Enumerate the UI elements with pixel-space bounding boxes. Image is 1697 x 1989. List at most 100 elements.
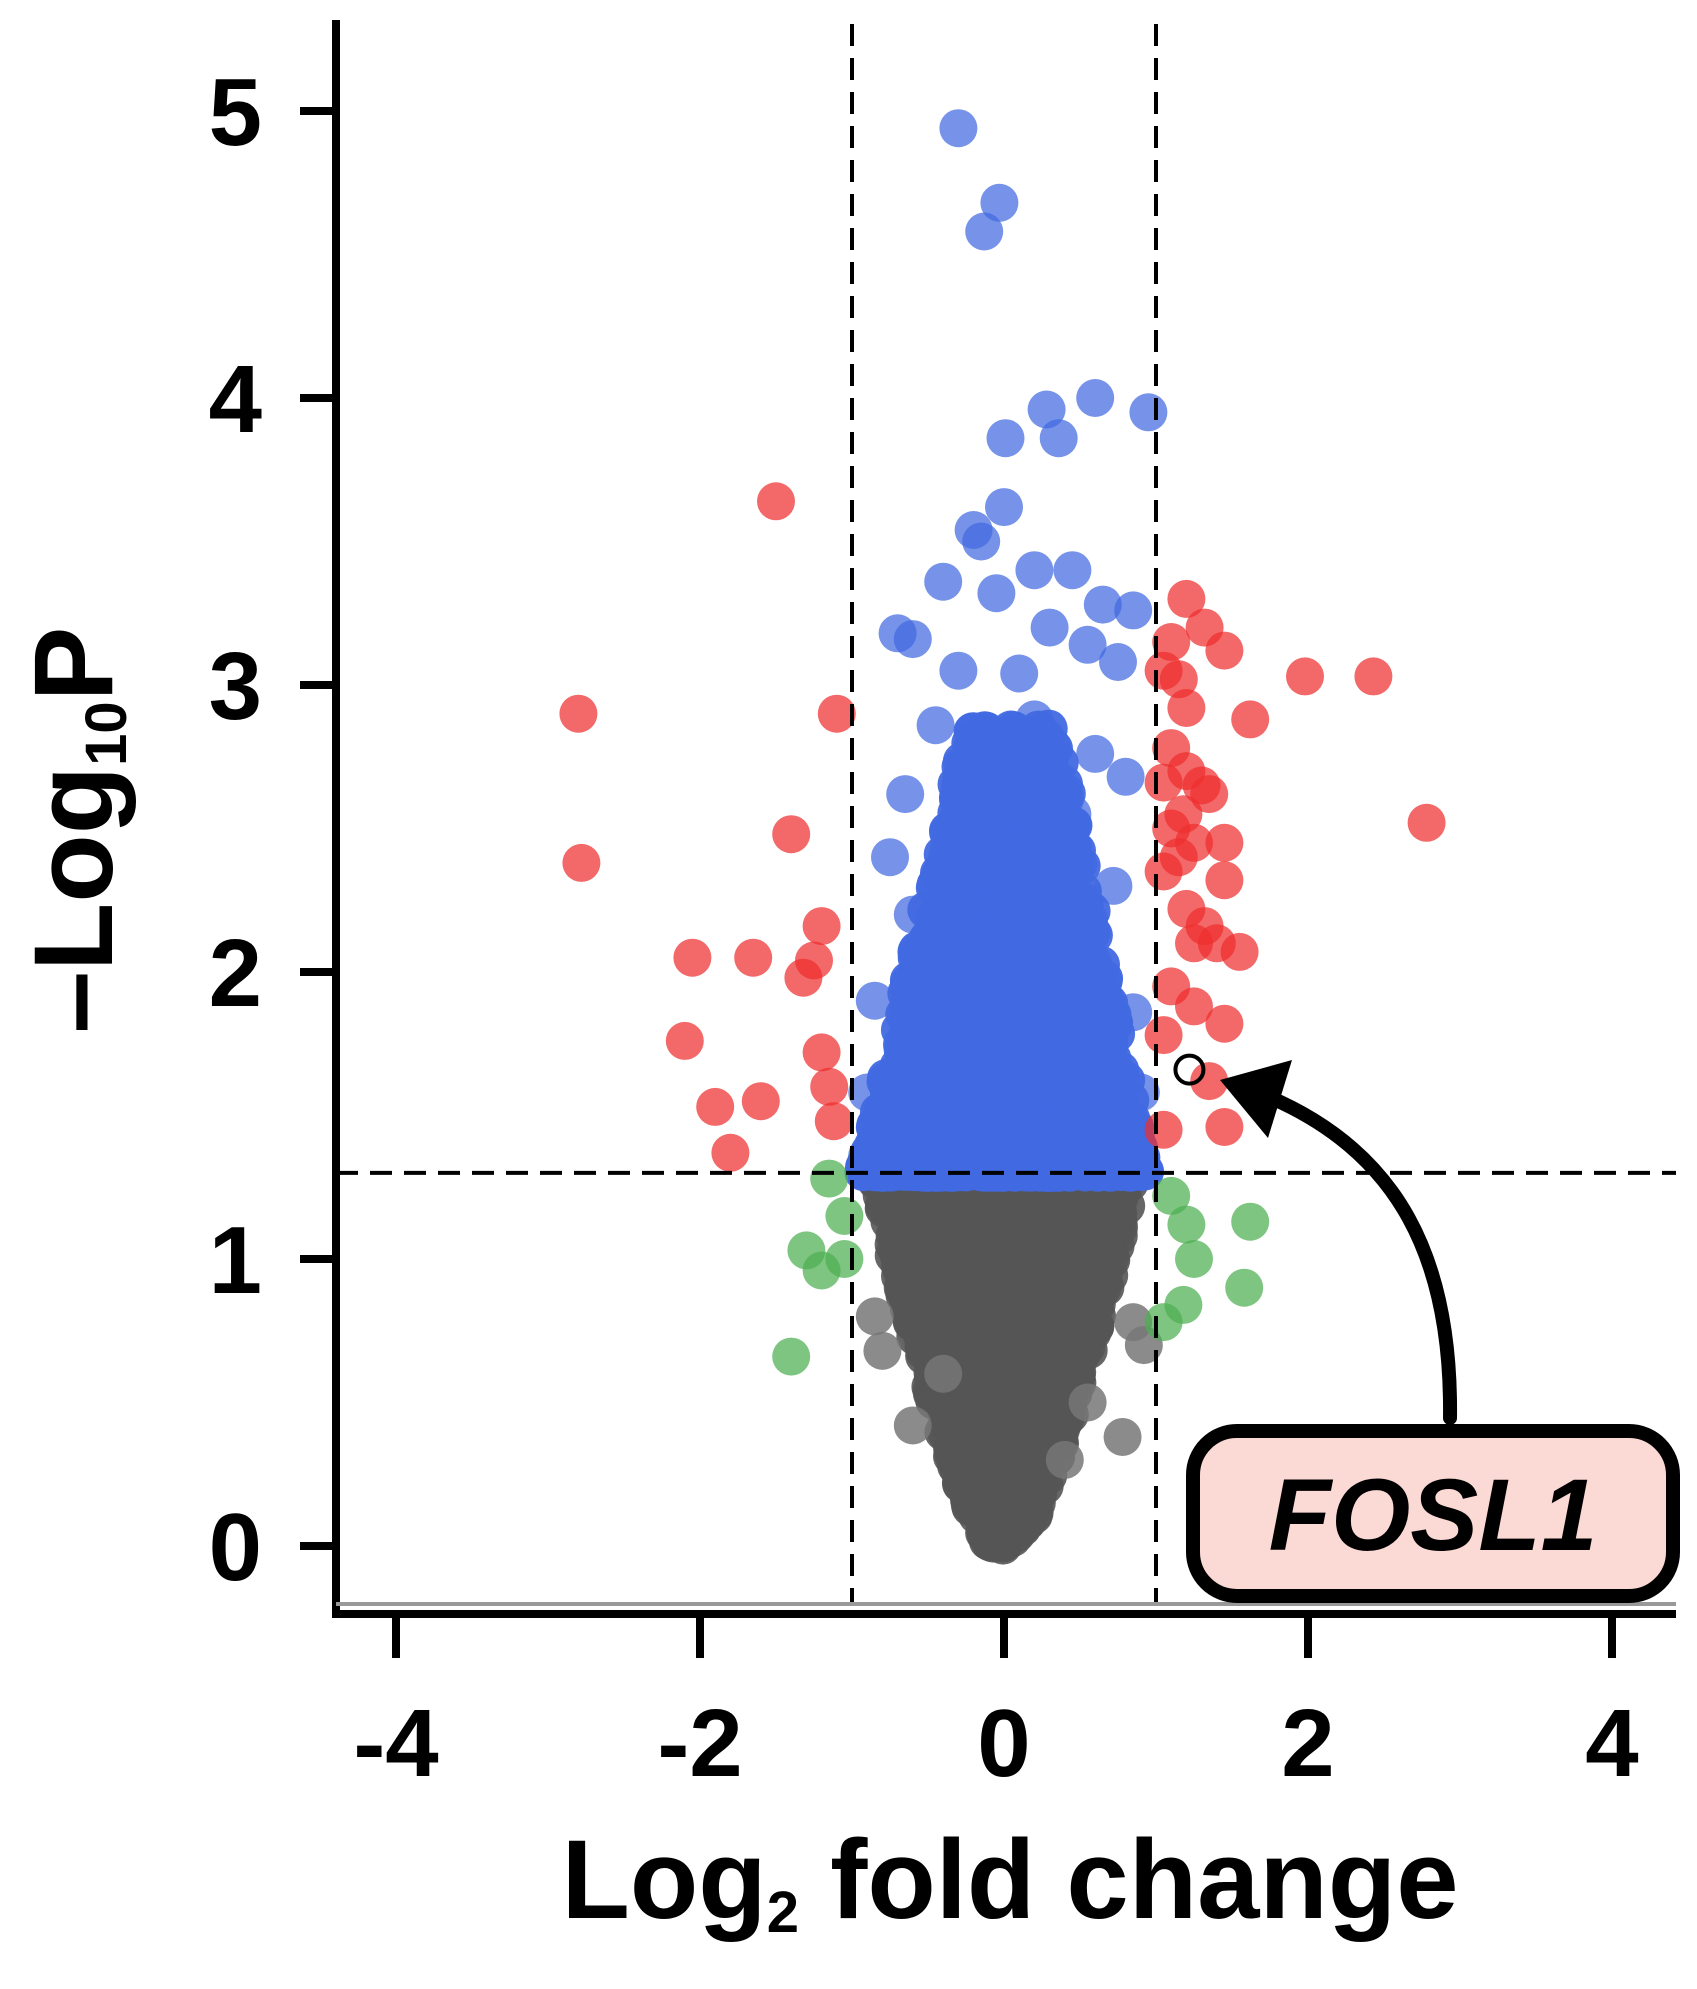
- p-and-fc-significant-point: [673, 938, 712, 977]
- y-tick-label: 2: [209, 920, 262, 1027]
- p-significant-point: [932, 982, 971, 1021]
- p-and-fc-significant-point: [784, 958, 823, 997]
- y-axis-title: –Log10P: [11, 627, 139, 1034]
- p-significant-point: [909, 1024, 947, 1063]
- p-significant-point: [980, 183, 1019, 222]
- ns-point: [1076, 1251, 1115, 1290]
- p-significant-point: [1053, 551, 1092, 590]
- p-and-fc-significant-point: [814, 1102, 853, 1141]
- p-significant-point: [1030, 1039, 1069, 1078]
- p-significant-point: [901, 947, 940, 986]
- p-significant-point: [1010, 781, 1049, 820]
- ns-point: [893, 1406, 932, 1445]
- ns-point: [1017, 1199, 1056, 1238]
- fc-significant-point: [1225, 1268, 1264, 1307]
- p-and-fc-significant-point: [741, 1082, 780, 1121]
- p-significant-point: [965, 212, 1004, 251]
- p-and-fc-significant-point: [1144, 852, 1183, 891]
- ns-point: [1017, 1458, 1056, 1497]
- p-significant-point: [986, 419, 1025, 458]
- ns-point: [1048, 1268, 1087, 1307]
- p-and-fc-significant-point: [696, 1087, 735, 1126]
- fc-significant-point: [825, 1197, 864, 1235]
- p-significant-point: [1076, 996, 1115, 1034]
- p-significant-point: [929, 830, 968, 869]
- p-and-fc-significant-point: [1220, 932, 1259, 971]
- p-significant-point: [1129, 393, 1168, 432]
- ns-point: [999, 1347, 1038, 1386]
- p-significant-point: [855, 981, 894, 1020]
- fc-significant-point: [1175, 1240, 1213, 1278]
- ns-point: [863, 1331, 902, 1370]
- p-significant-point: [1030, 608, 1069, 647]
- data-points: [559, 109, 1446, 1376]
- x-tick-label: -4: [353, 1690, 438, 1797]
- p-and-fc-significant-point: [1205, 823, 1244, 862]
- p-significant-point: [894, 991, 933, 1030]
- ns-point: [931, 1203, 970, 1241]
- p-significant-point: [1063, 872, 1102, 911]
- p-and-fc-significant-point: [1286, 657, 1324, 696]
- p-and-fc-significant-point: [711, 1133, 750, 1172]
- p-significant-point: [939, 651, 978, 690]
- ns-point: [982, 1520, 1021, 1558]
- ns-point: [855, 1297, 894, 1336]
- p-and-fc-significant-point: [1144, 763, 1183, 802]
- p-significant-point: [969, 938, 1008, 977]
- p-and-fc-significant-point: [1144, 1016, 1183, 1055]
- p-and-fc-significant-point: [1167, 689, 1206, 727]
- ns-point: [1068, 1383, 1107, 1422]
- p-significant-point: [893, 895, 932, 934]
- p-significant-point: [954, 752, 993, 791]
- p-significant-point: [1076, 734, 1115, 773]
- p-and-fc-significant-point: [1190, 775, 1229, 814]
- y-tick-label: 4: [209, 346, 262, 453]
- p-significant-point: [1061, 924, 1099, 963]
- ns-point: [1000, 1422, 1039, 1461]
- p-significant-point: [939, 1067, 978, 1106]
- ns-point: [891, 1264, 930, 1303]
- p-and-fc-significant-point: [559, 694, 598, 733]
- y-tick-label: 5: [209, 59, 262, 166]
- fc-significant-point: [1167, 1205, 1206, 1244]
- y-tick-label: 0: [209, 1494, 262, 1601]
- p-significant-point: [1099, 643, 1137, 681]
- ns-point: [900, 1220, 939, 1259]
- p-significant-point: [886, 775, 925, 814]
- fosl1-highlighted-point: [1173, 1053, 1206, 1086]
- p-significant-point: [1068, 1110, 1107, 1149]
- p-significant-point: [1114, 591, 1153, 630]
- ns-point: [1019, 1271, 1058, 1310]
- annotation-arrow: [1255, 1087, 1458, 1425]
- p-and-fc-significant-point: [802, 1033, 841, 1072]
- p-and-fc-significant-point: [772, 815, 811, 854]
- y-tick-label: 3: [209, 633, 262, 740]
- x-tick-label: 0: [977, 1690, 1030, 1797]
- p-and-fc-significant-point: [1159, 660, 1198, 699]
- p-significant-point: [1121, 1073, 1160, 1112]
- p-significant-point: [962, 809, 1001, 848]
- p-significant-point: [848, 1136, 887, 1175]
- p-significant-point: [1076, 379, 1115, 417]
- non-significant-point-cloud: [855, 1154, 1163, 1565]
- ns-point: [946, 1399, 985, 1438]
- p-significant-point: [878, 1053, 917, 1092]
- p-and-fc-significant-point: [734, 938, 773, 977]
- p-significant-point: [1039, 419, 1078, 458]
- p-significant-point: [1114, 993, 1153, 1032]
- ns-point: [1103, 1417, 1142, 1456]
- p-significant-point: [1000, 895, 1039, 934]
- p-significant-point: [1083, 585, 1122, 624]
- ns-point: [1075, 1287, 1114, 1326]
- p-and-fc-significant-point: [1354, 657, 1393, 696]
- tick-marks: 0 1 2 3 4 5 -4 -2 0 2 4: [209, 59, 1639, 1797]
- p-significant-point: [1015, 551, 1054, 590]
- p-significant-point: [958, 840, 997, 879]
- p-significant-point: [848, 1073, 887, 1112]
- fc-significant-point: [1152, 1176, 1191, 1215]
- p-significant-point: [1053, 795, 1092, 834]
- p-significant-point: [1106, 757, 1145, 796]
- fc-significant-point: [802, 1251, 841, 1290]
- p-significant-point: [931, 881, 970, 920]
